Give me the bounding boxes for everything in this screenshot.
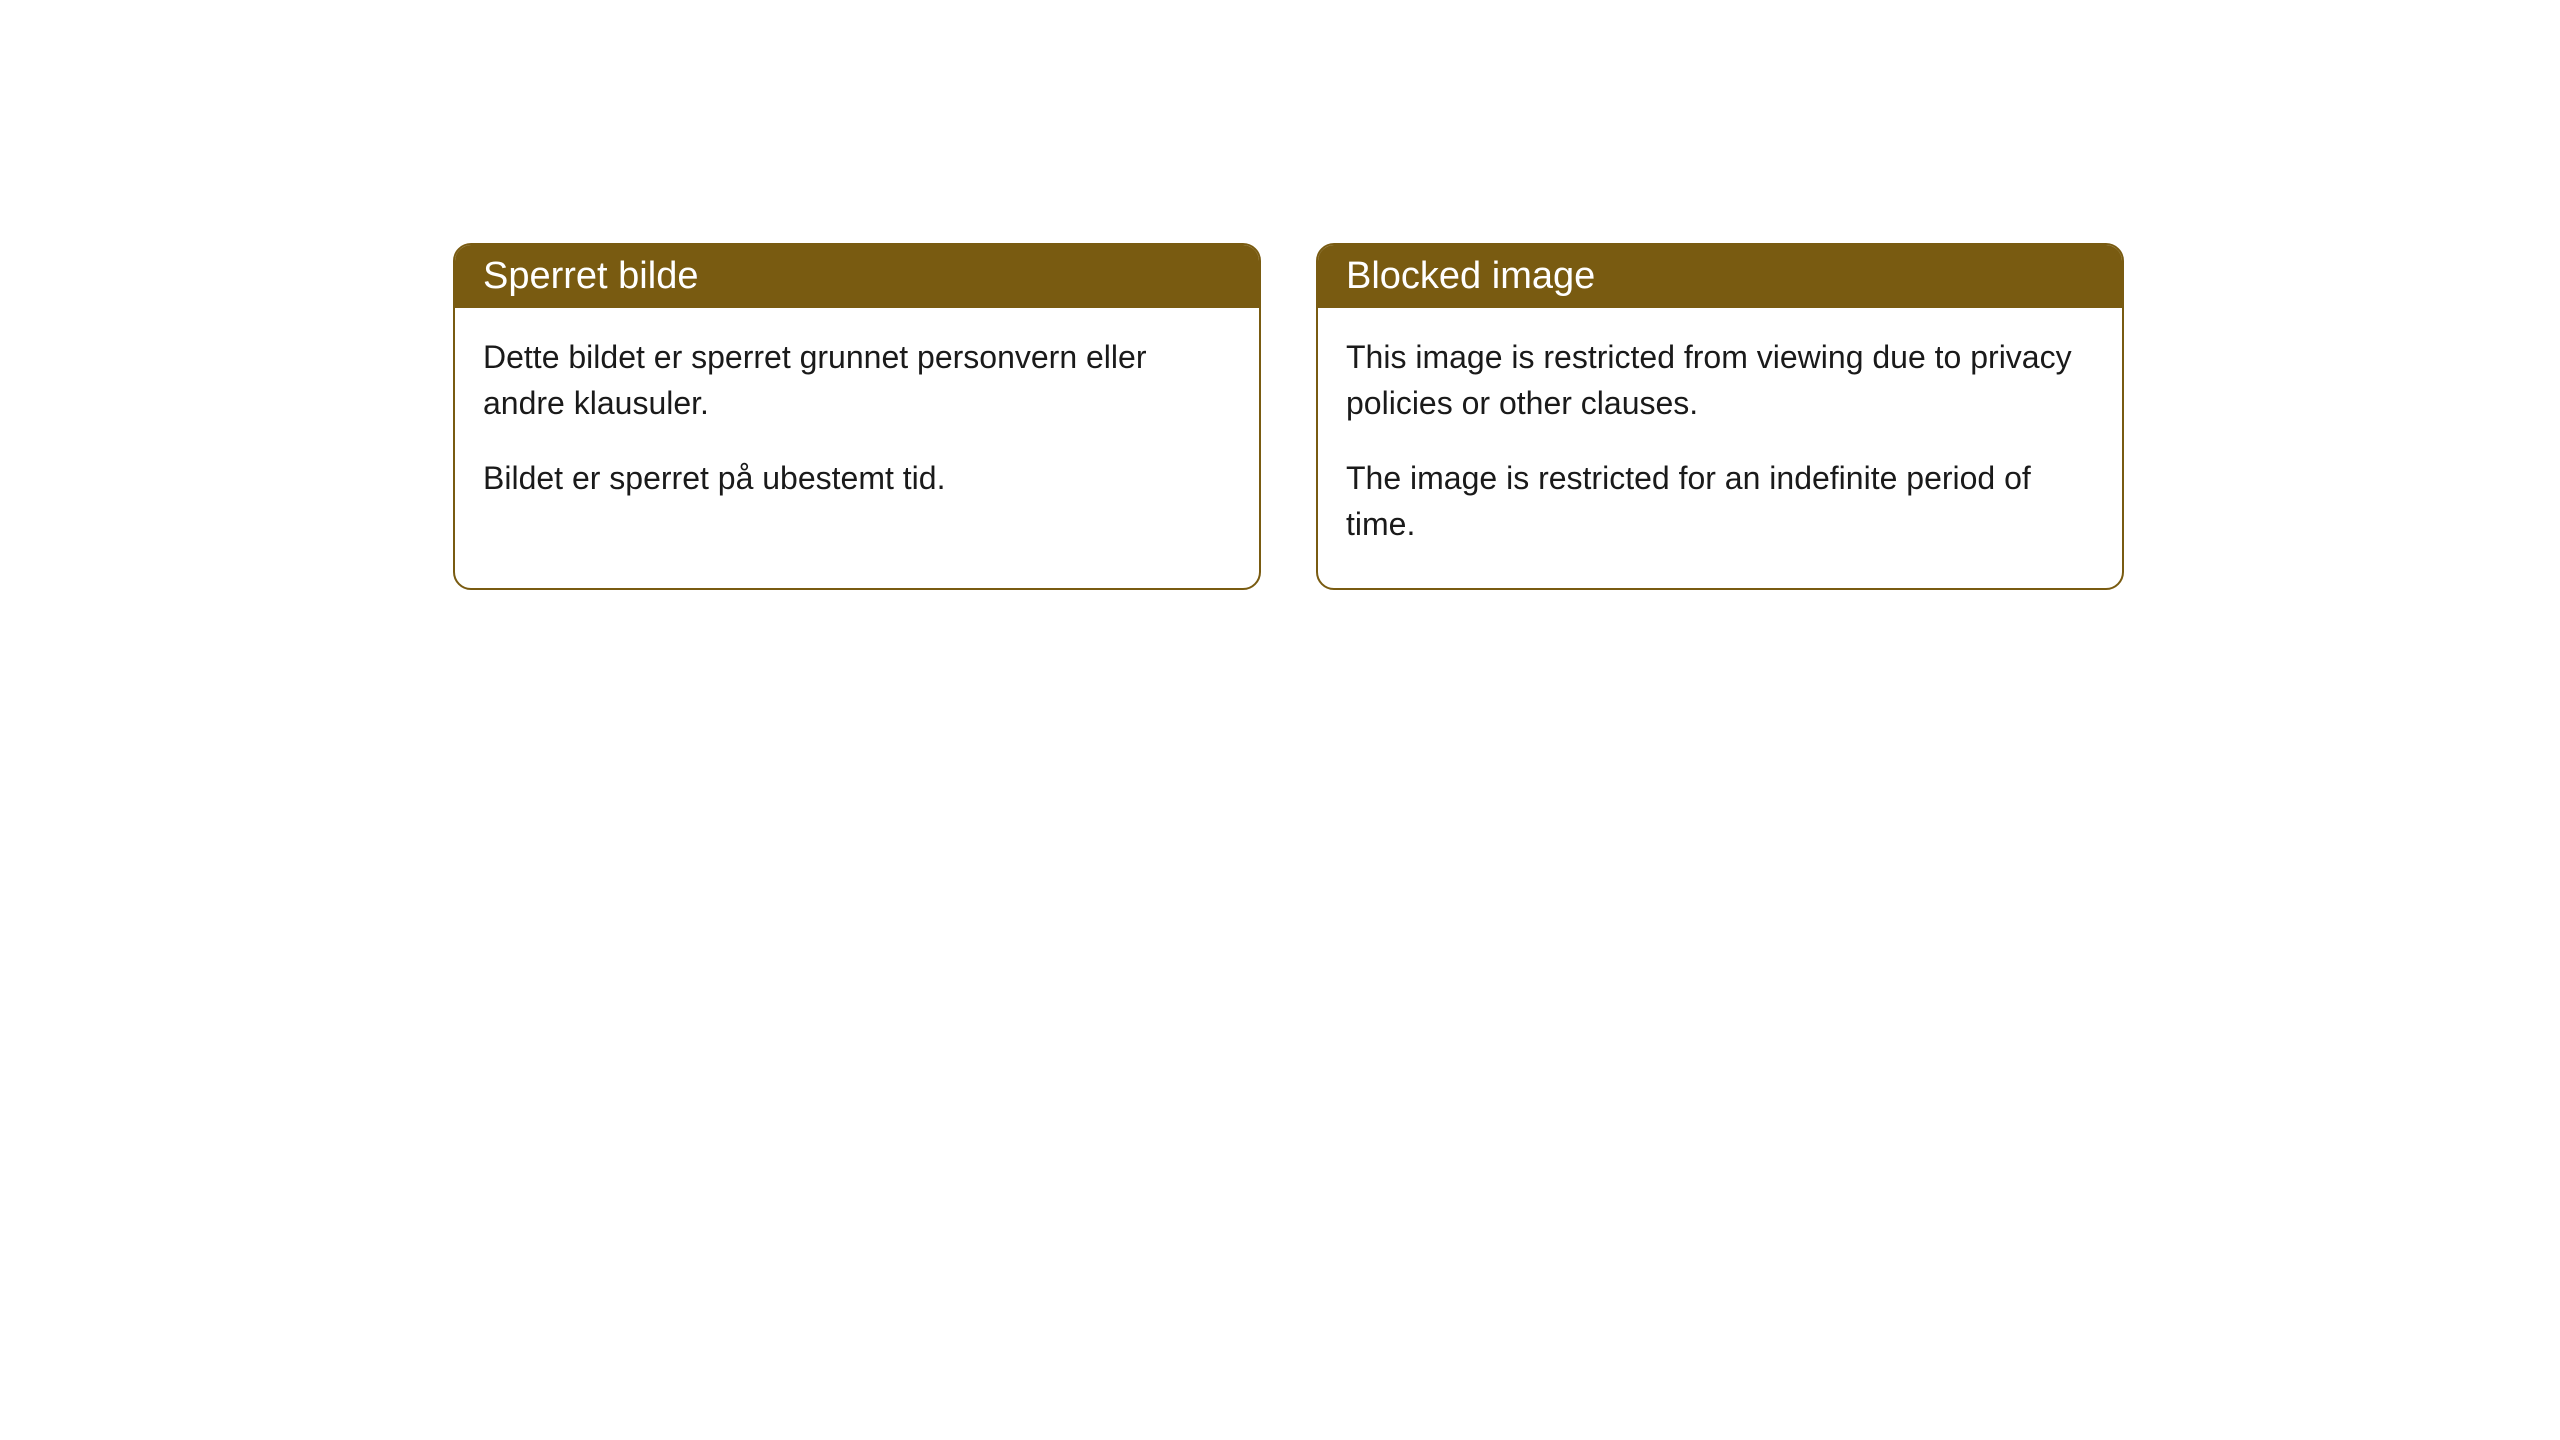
card-title: Blocked image <box>1346 255 1595 297</box>
notice-card-norwegian: Sperret bilde Dette bildet er sperret gr… <box>453 243 1261 590</box>
card-paragraph: This image is restricted from viewing du… <box>1346 334 2094 427</box>
card-title: Sperret bilde <box>483 255 698 297</box>
notice-card-english: Blocked image This image is restricted f… <box>1316 243 2124 590</box>
card-paragraph: Dette bildet er sperret grunnet personve… <box>483 334 1231 427</box>
card-body: Dette bildet er sperret grunnet personve… <box>455 308 1259 541</box>
card-paragraph: Bildet er sperret på ubestemt tid. <box>483 455 1231 501</box>
card-header: Sperret bilde <box>455 245 1259 308</box>
card-header: Blocked image <box>1318 245 2122 308</box>
card-paragraph: The image is restricted for an indefinit… <box>1346 455 2094 548</box>
card-body: This image is restricted from viewing du… <box>1318 308 2122 588</box>
notice-cards-container: Sperret bilde Dette bildet er sperret gr… <box>453 243 2124 590</box>
